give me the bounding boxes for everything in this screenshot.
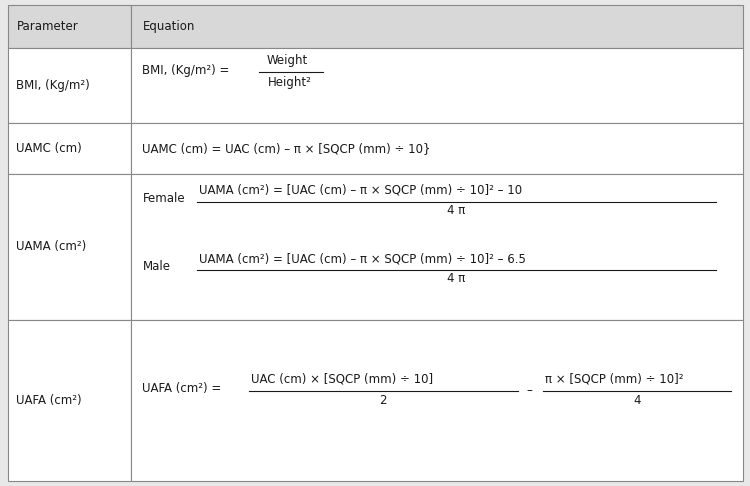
Text: BMI, (Kg/m²) =: BMI, (Kg/m²) = (142, 64, 230, 77)
Text: Weight: Weight (266, 54, 308, 68)
Text: Equation: Equation (142, 20, 195, 33)
Text: BMI, (Kg/m²): BMI, (Kg/m²) (16, 79, 90, 92)
Text: UAMC (cm) = UAC (cm) – π × [SQCP (mm) ÷ 10}: UAMC (cm) = UAC (cm) – π × [SQCP (mm) ÷ … (142, 142, 431, 155)
Text: 4: 4 (633, 394, 640, 407)
Bar (131, 174, 742, 320)
Text: UAC (cm) × [SQCP (mm) ÷ 10]: UAC (cm) × [SQCP (mm) ÷ 10] (251, 372, 434, 385)
Bar (8, 174, 131, 320)
Bar (131, 320, 742, 481)
Bar (131, 123, 742, 174)
Text: Parameter: Parameter (16, 20, 78, 33)
Text: 4 π: 4 π (447, 204, 466, 217)
Text: Male: Male (142, 260, 170, 273)
Text: UAMA (cm²) = [UAC (cm) – π × SQCP (mm) ÷ 10]² – 6.5: UAMA (cm²) = [UAC (cm) – π × SQCP (mm) ÷… (199, 252, 526, 265)
Bar (8, 320, 131, 481)
Bar (8, 48, 131, 123)
Bar (131, 48, 742, 123)
Bar (131, 5, 742, 48)
Text: Female: Female (142, 192, 185, 205)
Text: 4 π: 4 π (447, 273, 466, 285)
Text: UAMA (cm²): UAMA (cm²) (16, 241, 87, 253)
Text: UAFA (cm²): UAFA (cm²) (16, 394, 82, 407)
Text: UAFA (cm²) =: UAFA (cm²) = (142, 382, 222, 395)
Text: 2: 2 (380, 394, 387, 407)
Text: UAMA (cm²) = [UAC (cm) – π × SQCP (mm) ÷ 10]² – 10: UAMA (cm²) = [UAC (cm) – π × SQCP (mm) ÷… (199, 184, 522, 196)
Bar (8, 123, 131, 174)
Text: π × [SQCP (mm) ÷ 10]²: π × [SQCP (mm) ÷ 10]² (545, 372, 684, 385)
Text: Height²: Height² (268, 76, 312, 89)
Text: UAMC (cm): UAMC (cm) (16, 142, 82, 155)
Bar (8, 5, 131, 48)
Text: –: – (526, 384, 532, 397)
